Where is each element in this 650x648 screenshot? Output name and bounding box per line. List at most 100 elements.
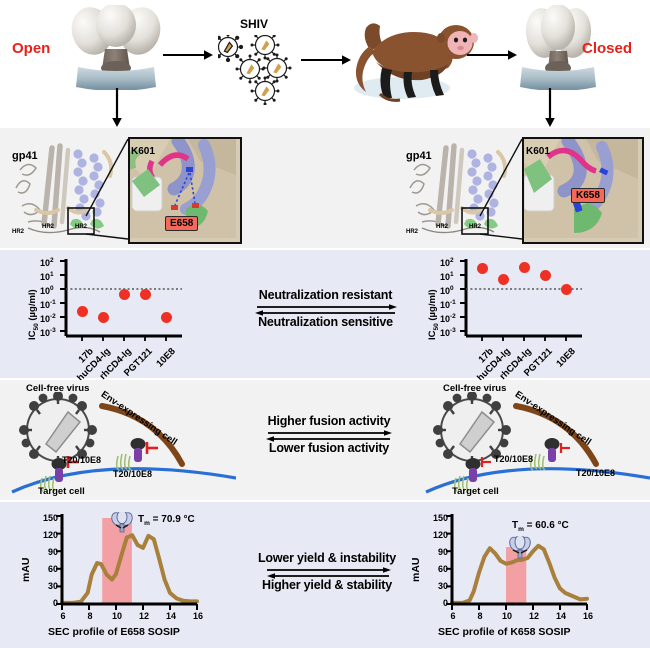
inhibitor-label-right-1: T20/10E8 xyxy=(494,454,534,464)
sec-left-ytick: 30 xyxy=(47,581,58,591)
ic50-right-point xyxy=(519,262,530,274)
sec-right-ytick: 90 xyxy=(437,547,448,557)
cell-free-virus-label-left: Cell-free virus xyxy=(26,383,90,394)
env-trimer-open-icon xyxy=(71,5,161,90)
residue-tag-e658: E658 xyxy=(165,216,199,231)
fusion-row: Cell-free virus xyxy=(0,380,650,500)
hr2-label: HR2 xyxy=(406,229,419,235)
sec-left-plot xyxy=(56,514,199,610)
sec-right-ytick: 60 xyxy=(437,564,448,574)
flow-row: Open xyxy=(0,0,650,127)
ic50-left-point xyxy=(119,289,130,301)
ic50-right-ytick: 100 xyxy=(440,285,454,296)
neutralization-center-label: Neutralization resistant Neutralization … xyxy=(243,288,408,329)
ic50-right-point xyxy=(477,262,488,274)
ic50-left-point xyxy=(161,312,172,324)
ic50-right-point xyxy=(540,269,551,281)
bidirectional-arrows-icon xyxy=(248,566,406,579)
closed-label: Closed xyxy=(582,40,633,57)
sec-left-xtick: 8 xyxy=(87,611,93,621)
inhibitor-label-left-1: T20/10E8 xyxy=(62,455,102,465)
gp41-ribbon-right-icon xyxy=(409,143,508,235)
sec-right-xlabel: SEC profile of K658 SOSIP xyxy=(438,626,571,638)
sec-row: mAU 150 120 90 60 30 0 xyxy=(0,502,650,648)
ic50-right-ytick: 10-2 xyxy=(440,313,456,324)
ic50-left-ytick: 101 xyxy=(40,271,54,282)
down-arrow-icon xyxy=(112,88,122,127)
target-cell-label-left: Target cell xyxy=(38,486,85,497)
ic50-left-point xyxy=(77,305,88,317)
right-arrow-icon xyxy=(467,50,517,60)
sec-left-xtick: 12 xyxy=(138,611,149,621)
sec-left-ytick: 90 xyxy=(47,547,58,557)
residue-label-k601-left: K601 xyxy=(131,146,155,157)
sec-left-xtick: 10 xyxy=(111,611,122,621)
sec-bottom-text: Higher yield & stability xyxy=(262,577,392,592)
inhibitor-label-right-2: T20/10E8 xyxy=(576,468,616,478)
sec-left-ytick: 60 xyxy=(47,564,58,574)
chart-ic50-right: IC50 (µg/ml) 102 101 100 10-1 10-2 10-3 xyxy=(422,254,622,384)
bidirectional-arrows-icon xyxy=(243,303,408,316)
ic50-left-point xyxy=(98,312,109,324)
sec-left-ytick: 120 xyxy=(42,530,58,540)
macaque-monkey-icon xyxy=(354,23,478,102)
neutralization-bottom-text: Neutralization sensitive xyxy=(258,314,393,329)
sec-left-xtick: 6 xyxy=(60,611,66,621)
sec-right-xtick: 6 xyxy=(450,611,456,621)
sec-right-xtick: 12 xyxy=(528,611,539,621)
hr2-label: HR2 xyxy=(75,224,88,230)
sec-right-ytick: 30 xyxy=(437,581,448,591)
bidirectional-arrows-icon xyxy=(255,429,403,442)
chart-ic50-left: IC50 (µg/ml) 102 101 100 10-1 10-2 10-3 xyxy=(22,254,222,384)
tm-annotation-left: Tm = 70.9 °C xyxy=(138,514,195,527)
ic50-right-ytick: 10-3 xyxy=(440,327,456,338)
trimer-mini-icon-left xyxy=(111,512,133,533)
sec-left-xtick: 16 xyxy=(192,611,203,621)
residue-label-k601-right: K601 xyxy=(526,146,550,157)
sec-left-xtick: 14 xyxy=(165,611,176,621)
residue-tag-k658: K658 xyxy=(571,188,605,203)
sec-left-xlabel: SEC profile of E658 SOSIP xyxy=(48,626,180,638)
ic50-left-ytick: 10-3 xyxy=(40,327,56,338)
inhibitor-label-left-2: T20/10E8 xyxy=(113,469,153,479)
sec-center-label: Lower yield & instability Higher yield &… xyxy=(248,551,406,592)
shiv-label: SHIV xyxy=(240,17,269,31)
sec-right-ytick: 0 xyxy=(442,598,448,608)
tm-annotation-right: Tm = 60.6 °C xyxy=(512,520,569,533)
target-cell-label-right: Target cell xyxy=(452,486,499,497)
trimer-mini-icon-right xyxy=(509,536,531,559)
ic50-right-ytick: 10-1 xyxy=(440,299,456,310)
hr2-label: HR2 xyxy=(469,224,482,230)
ic50-left-ytick: 10-2 xyxy=(40,313,56,324)
sec-left-ytick: 0 xyxy=(52,598,58,608)
chart-sec-right: mAU 150 120 90 60 30 0 xyxy=(404,508,634,648)
neutralization-row: IC50 (µg/ml) 102 101 100 10-1 10-2 10-3 xyxy=(0,250,650,384)
fusion-top-text: Higher fusion activity xyxy=(267,414,391,428)
fusion-bottom-text: Lower fusion activity xyxy=(268,440,390,455)
hr2-label: HR2 xyxy=(12,229,25,235)
gp41-label-right: gp41 xyxy=(406,150,432,162)
right-arrow-icon xyxy=(301,55,351,65)
zoom-connector-right xyxy=(479,138,523,240)
fusion-schematic-left xyxy=(11,392,236,494)
down-arrow-icon xyxy=(545,88,555,127)
ic50-right-point xyxy=(498,274,509,286)
shiv-virion-cluster-icon xyxy=(218,35,292,105)
neutralization-top-text: Neutralization resistant xyxy=(258,288,393,302)
fusion-schematic-right xyxy=(425,392,650,494)
gp41-ribbon-left-icon xyxy=(15,143,114,235)
cell-free-virus-label-right: Cell-free virus xyxy=(443,383,507,394)
ic50-left-plot xyxy=(60,259,182,341)
ic50-left-ytick: 102 xyxy=(40,257,54,268)
fusion-center-label: Higher fusion activity Lower fusion acti… xyxy=(255,414,403,455)
env-trimer-closed-icon xyxy=(520,5,596,90)
ic50-left-ytick: 100 xyxy=(40,285,54,296)
ic50-right-ytick: 101 xyxy=(440,271,454,282)
ic50-left-point xyxy=(140,288,151,300)
sec-top-text: Lower yield & instability xyxy=(257,551,397,565)
sec-right-xtick: 8 xyxy=(477,611,483,621)
sec-right-ytick: 150 xyxy=(432,513,448,523)
sec-right-xtick: 14 xyxy=(555,611,566,621)
hr2-label: HR2 xyxy=(436,224,449,230)
